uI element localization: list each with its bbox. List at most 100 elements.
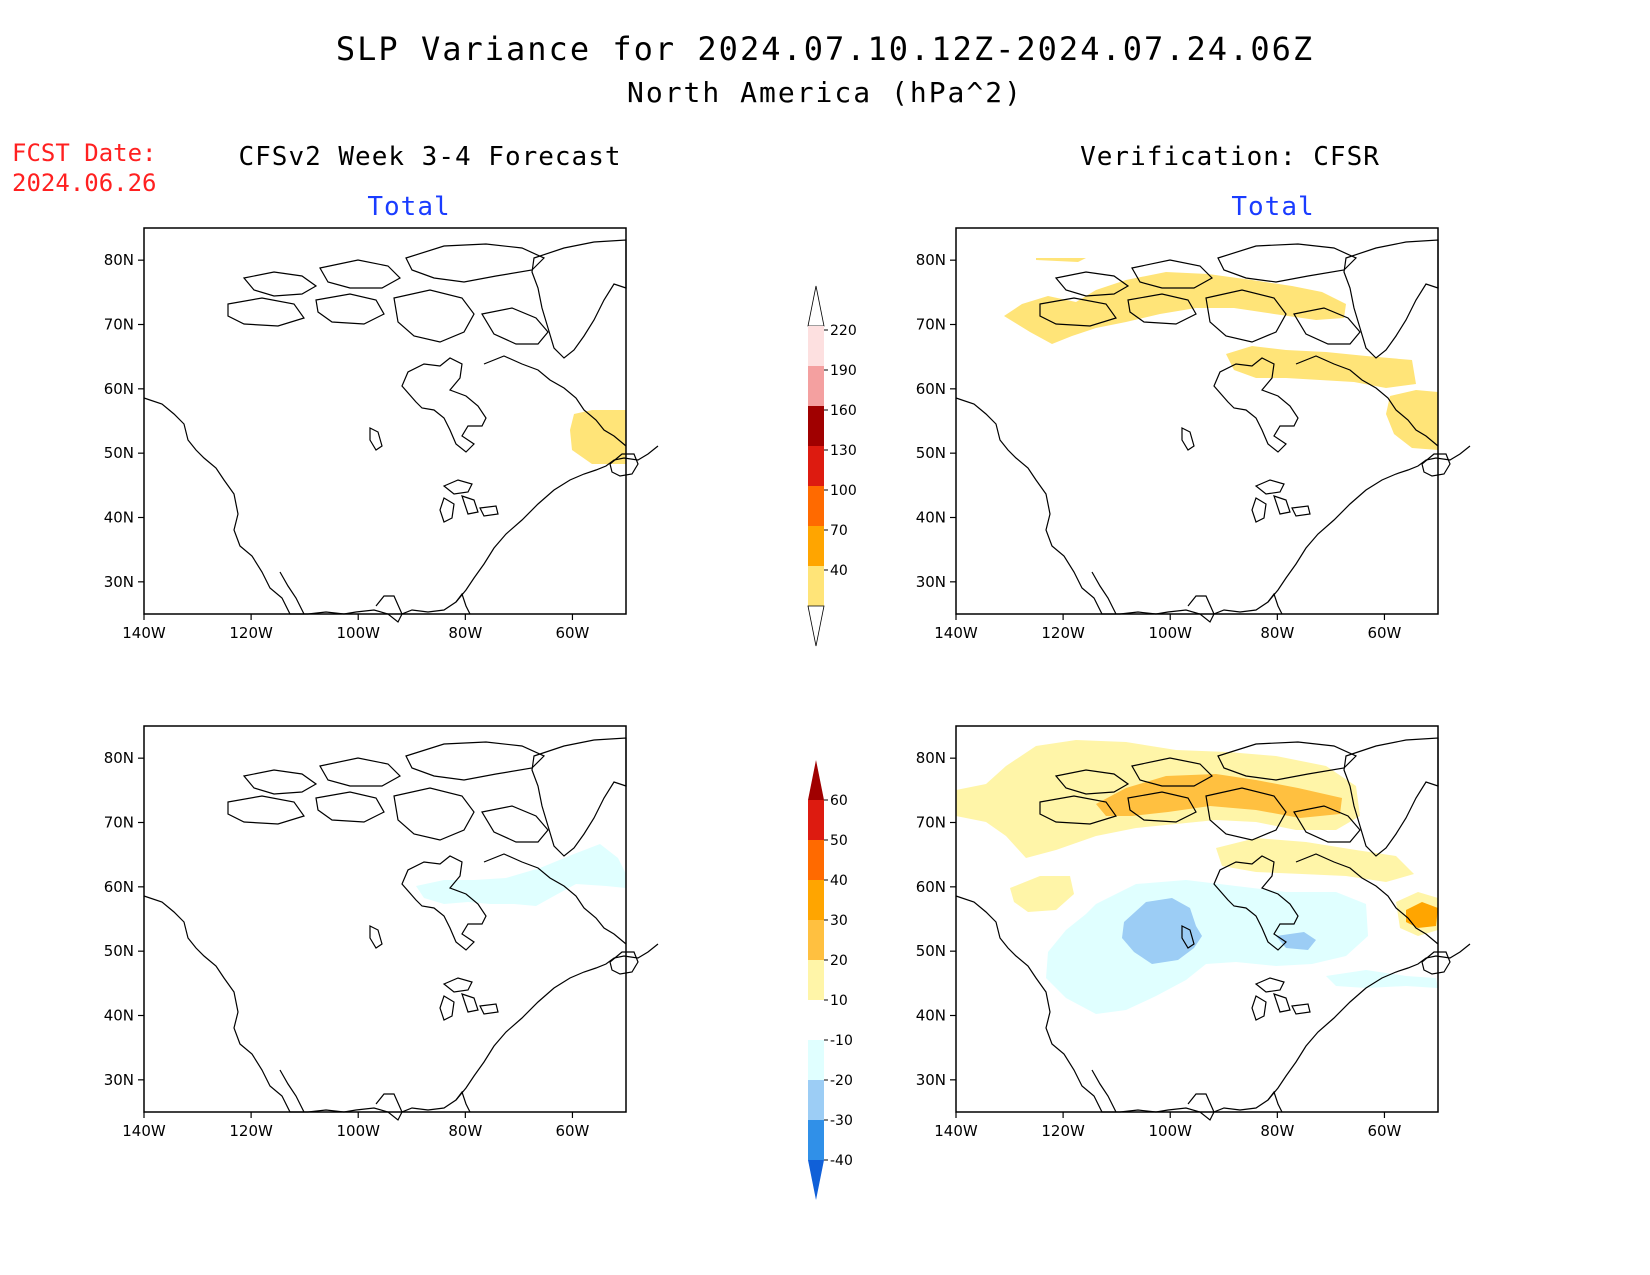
lon-tick-label: 140W [122,1122,166,1140]
map-frame [955,725,1439,1113]
lat-tick-label: 60N [916,878,946,896]
colorbar-tick-label: 20 [830,953,848,969]
lat-tick-label: 80N [916,749,946,767]
map-panel-verification-anomaly [955,725,1471,1121]
lon-tick-label: 60W [555,1122,589,1140]
colorbar-tick-label: 40 [830,563,848,579]
colorbar-segment [808,1040,824,1080]
lat-tick-label: 70N [104,316,134,334]
contour-anom-neg-mid [1276,932,1316,950]
colorbar-tick-label: 160 [830,403,857,419]
lat-tick-label: 40N [104,509,134,527]
colorbar-tick-label: -20 [830,1073,853,1089]
colorbar-tick-label: -30 [830,1113,853,1129]
colorbar-anomaly: 60 50 40 30 20 10 -10 -20 -30 -40 [808,760,853,1200]
colorbar-segment [808,1120,824,1160]
contour-anom-neg-light [1046,880,1368,1014]
colorbar-arrow-bottom [807,605,825,647]
lon-tick-label: 60W [555,624,589,642]
lat-tick-label: 60N [916,380,946,398]
lat-tick-label: 30N [916,573,946,591]
colorbar-tick-label: 190 [830,363,857,379]
figure-title: SLP Variance for 2024.07.10.12Z-2024.07.… [335,30,1315,68]
lon-tick-label: 100W [1148,1122,1192,1140]
colorbar-segment [808,960,824,1000]
lon-tick-label: 140W [934,624,978,642]
lon-tick-label: 80W [448,624,482,642]
colorbar-tick-label: 60 [830,793,848,809]
colorbar-segment [808,920,824,960]
colorbar-arrow-bottom [808,1160,824,1200]
lon-tick-label: 80W [448,1122,482,1140]
map-frame [955,227,1439,615]
map-frame [143,725,627,1113]
colorbar-segment [808,840,824,880]
colorbar-tick-label: 30 [830,913,848,929]
contour-total-light [1226,346,1416,388]
colorbar-tick-label: 10 [830,993,848,1009]
panel-title-forecast-total: Total [367,192,451,222]
lat-tick-label: 30N [104,573,134,591]
axis-ticks: 140W 120W 100W 80W 60W 80N 70N 60N 50N 40N 30N 140W… [104,251,1402,1140]
contour-anom-pos-light [1010,876,1074,912]
lon-tick-label: 60W [1367,1122,1401,1140]
colorbar-segment [808,566,824,606]
lon-tick-label: 60W [1367,624,1401,642]
colorbar-segment [808,366,824,406]
lon-tick-label: 120W [1041,624,1085,642]
colorbar-tick-label: 130 [830,443,857,459]
colorbar-tick-label: 70 [830,523,848,539]
lon-tick-label: 120W [229,624,273,642]
contour-anom-neg-light [1326,970,1438,988]
panel-title-verification-total: Total [1231,192,1315,222]
contour-anom-pos-light [1216,838,1414,882]
lat-tick-label: 40N [104,1007,134,1025]
left-column-title: CFSv2 Week 3-4 Forecast [238,142,622,172]
right-column-title: Verification: CFSR [1080,142,1380,172]
lon-tick-label: 100W [1148,624,1192,642]
colorbar-segment [808,406,824,446]
colorbar-segment [808,800,824,840]
colorbar-segment [808,486,824,526]
lat-tick-label: 50N [916,444,946,462]
colorbar-tick-label: 220 [830,323,857,339]
colorbar-segment [808,526,824,566]
colorbar-arrow-top [808,760,824,800]
lat-tick-label: 50N [916,942,946,960]
lon-tick-label: 80W [1260,624,1294,642]
colorbar-segment [808,1080,824,1120]
contour-anom-neg-mid [1122,898,1202,964]
lon-tick-label: 140W [122,624,166,642]
lon-tick-label: 100W [336,624,380,642]
contour-total-light [570,410,626,464]
lat-tick-label: 40N [916,1007,946,1025]
colorbar-segment [808,880,824,920]
colorbar-total: 220 190 160 130 100 70 40 [807,285,857,647]
fcst-date: 2024.06.26 [12,169,157,197]
lat-tick-label: 30N [916,1071,946,1089]
colorbar-arrow-top [807,285,825,327]
map-frame [143,227,627,615]
contour-anom-neg-light [416,844,626,906]
lat-tick-label: 60N [104,878,134,896]
lon-tick-label: 140W [934,1122,978,1140]
colorbar-tick-label: 100 [830,483,857,499]
lat-tick-label: 40N [916,509,946,527]
lon-tick-label: 100W [336,1122,380,1140]
colorbar-tick-label: 40 [830,873,848,889]
colorbar-tick-label: -10 [830,1033,853,1049]
lat-tick-label: 50N [104,444,134,462]
map-panel-forecast-total [143,227,659,623]
lat-tick-label: 30N [104,1071,134,1089]
lat-tick-label: 80N [104,749,134,767]
contour-total-light [1036,258,1086,262]
lon-tick-label: 80W [1260,1122,1294,1140]
colorbar-segment [808,1000,824,1040]
colorbar-tick-label: -40 [830,1153,853,1169]
lon-tick-label: 120W [1041,1122,1085,1140]
map-panel-verification-total [955,227,1471,623]
lat-tick-label: 70N [916,814,946,832]
lat-tick-label: 70N [916,316,946,334]
lat-tick-label: 50N [104,942,134,960]
